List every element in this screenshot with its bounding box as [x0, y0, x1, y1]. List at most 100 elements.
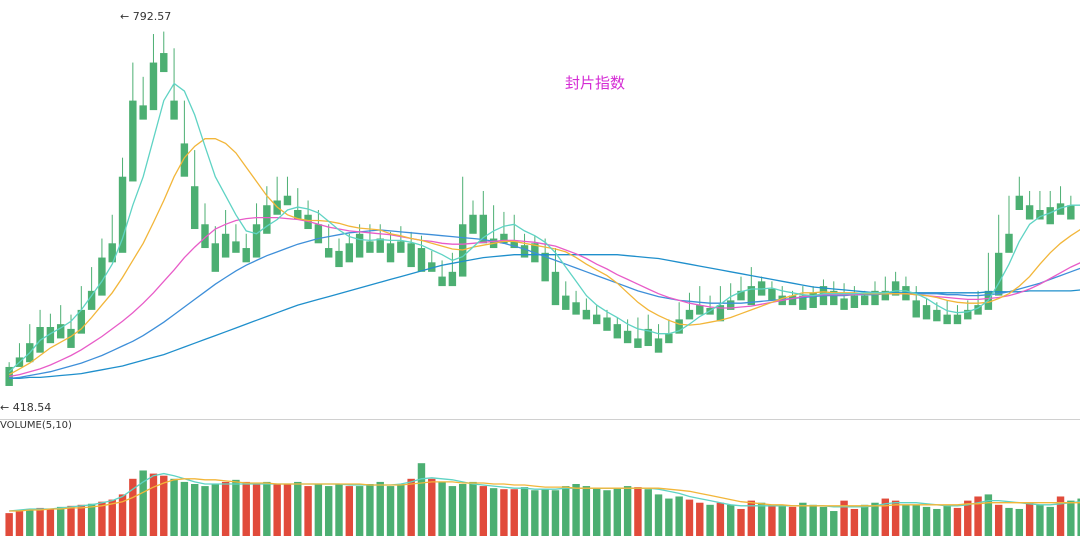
candle — [438, 260, 446, 287]
volume-bar — [706, 504, 714, 536]
candle — [592, 305, 601, 325]
volume-bar — [428, 478, 436, 536]
candle-body — [1025, 205, 1034, 220]
candle — [170, 48, 178, 120]
candle — [335, 238, 343, 268]
volume-bar — [283, 484, 292, 536]
candle-body — [685, 309, 694, 320]
volume-bar — [685, 499, 694, 536]
candle-body — [860, 295, 869, 306]
candle — [912, 286, 920, 318]
volume-bar — [1015, 508, 1024, 536]
candle — [768, 281, 776, 301]
candle-body — [510, 241, 518, 249]
ma10-line — [8, 138, 1080, 376]
volume-bar — [118, 494, 127, 536]
candle-body — [438, 276, 446, 287]
candle — [67, 314, 75, 348]
volume-bar — [479, 486, 488, 536]
candle-body — [933, 309, 941, 322]
candle-body — [77, 309, 86, 334]
volume-bar — [1005, 507, 1013, 536]
volume-bar — [211, 484, 220, 536]
chart-title: 封片指数 — [565, 74, 626, 92]
volume-bar — [891, 500, 900, 536]
candle — [129, 62, 137, 182]
volume-bar — [345, 486, 354, 536]
candle — [654, 324, 663, 353]
candle — [108, 214, 116, 263]
candle — [582, 298, 591, 320]
candle — [190, 150, 199, 230]
volume-bar — [778, 504, 786, 536]
volume-bar — [376, 481, 384, 536]
candle-body — [5, 366, 13, 386]
candle-body — [654, 338, 663, 353]
candle-body — [417, 248, 426, 272]
candle — [757, 276, 766, 296]
candle-body — [448, 271, 457, 287]
volume-bar — [314, 484, 323, 536]
candle-body — [830, 290, 838, 306]
candle — [98, 238, 106, 296]
candle — [850, 286, 859, 308]
candle — [623, 319, 632, 344]
volume-bar — [747, 500, 756, 536]
volume-bar — [665, 498, 673, 536]
volume-bar — [232, 479, 240, 536]
candle-body — [129, 100, 137, 182]
volume-bar — [417, 463, 426, 536]
candle-body — [139, 105, 147, 120]
volume-bar — [634, 487, 642, 536]
volume-bar — [994, 504, 1003, 536]
volume-bar — [541, 489, 549, 536]
candle-body — [562, 295, 570, 310]
candle-body — [809, 292, 817, 308]
candle — [46, 313, 55, 344]
candle-body — [56, 324, 65, 339]
candle — [520, 233, 529, 258]
candle-body — [87, 290, 96, 310]
candle — [510, 214, 518, 249]
candle — [232, 224, 240, 253]
candle-body — [603, 317, 611, 331]
volume-bar — [644, 489, 652, 536]
candle-body — [67, 328, 75, 348]
candle-body — [118, 176, 127, 253]
volume-ma5-line — [9, 472, 1080, 512]
volume-bar — [902, 504, 910, 536]
volume-bar — [67, 505, 75, 536]
volume-bar — [768, 504, 776, 536]
candle-body — [386, 243, 395, 263]
volume-bar — [953, 507, 962, 536]
candle-body — [263, 205, 271, 234]
candle-body — [335, 250, 343, 268]
volume-bar — [592, 488, 601, 536]
candle-body — [108, 243, 116, 263]
volume-bar — [1067, 500, 1075, 536]
volume-bar — [531, 490, 539, 536]
candle-body — [747, 286, 756, 306]
volume-bar — [242, 481, 250, 536]
candle-body — [324, 248, 333, 258]
candle — [613, 317, 622, 339]
candle-body — [592, 314, 601, 325]
candle — [252, 203, 261, 258]
candle — [881, 276, 890, 301]
volume-bar — [912, 504, 920, 536]
candle — [397, 226, 405, 253]
volume-indicator-label: VOLUME(5,10) — [0, 420, 72, 431]
candle-body — [891, 281, 900, 296]
candle — [953, 305, 962, 325]
candle — [747, 267, 756, 306]
volume-bar — [294, 481, 302, 536]
volume-bar — [881, 498, 890, 536]
volume-bar — [407, 478, 415, 536]
candle-body — [1036, 210, 1044, 220]
candle-body — [613, 324, 622, 339]
volume-bar — [129, 478, 137, 536]
volume-bar — [850, 508, 859, 536]
volume-bar — [180, 481, 189, 536]
candle-body — [953, 314, 962, 325]
volume-bar — [335, 484, 343, 536]
